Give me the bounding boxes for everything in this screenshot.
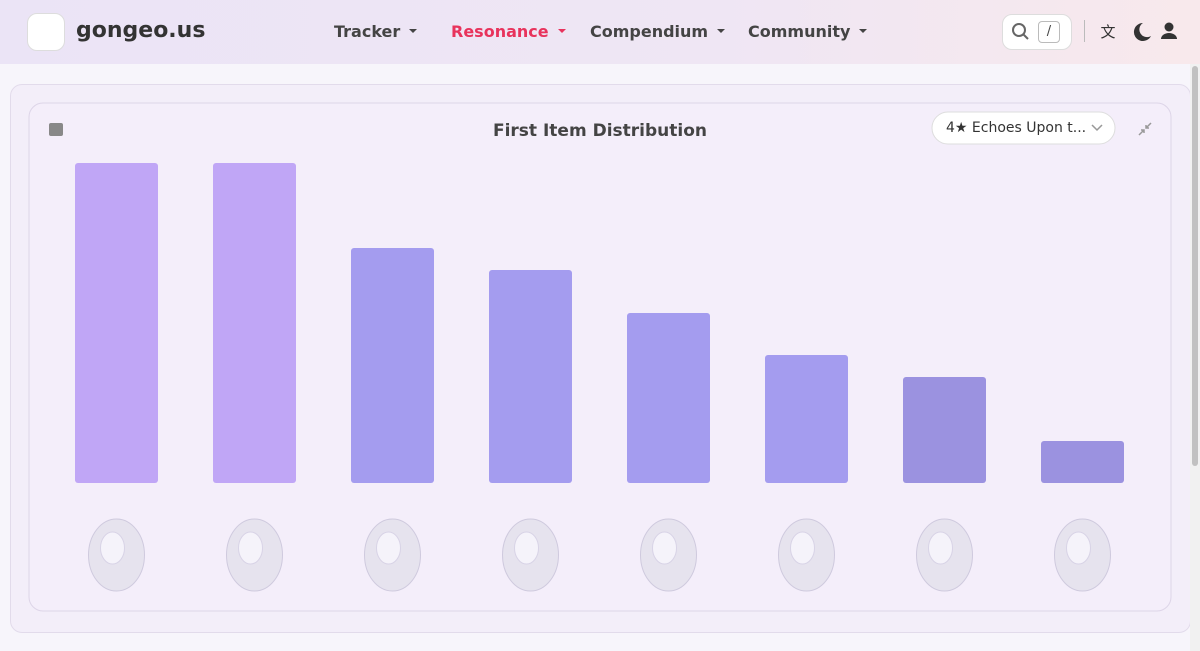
- nav-item[interactable]: Compendium: [590, 22, 725, 41]
- shortcut-key: /: [1038, 21, 1060, 43]
- search[interactable]: /: [1002, 14, 1072, 50]
- bar: [213, 163, 296, 483]
- bar: [903, 377, 986, 483]
- nav-item[interactable]: Resonance: [451, 22, 566, 41]
- selector-arrow: [1091, 124, 1103, 132]
- calendar-icon[interactable]: [49, 123, 63, 136]
- brand[interactable]: gongeo.us: [76, 18, 206, 43]
- item-image-detail: [238, 531, 263, 565]
- header-icons: 文: [1100, 22, 1177, 41]
- item-image-detail: [928, 531, 953, 565]
- bar: [765, 355, 848, 483]
- nav-item[interactable]: Tracker: [334, 22, 417, 41]
- scrollbar[interactable]: [1190, 64, 1200, 651]
- bar: [627, 313, 710, 483]
- item-image-detail: [514, 531, 539, 565]
- chart-card: [28, 102, 1172, 612]
- user-icon-body: [1161, 33, 1177, 39]
- item-image-detail: [1066, 531, 1091, 565]
- header: gongeo.us Tracker Resonance Compendium Comm…: [0, 0, 1200, 64]
- selector[interactable]: [931, 111, 1116, 145]
- bar: [351, 248, 434, 483]
- bar: [489, 270, 572, 483]
- translate-icon[interactable]: 文: [1100, 23, 1115, 41]
- theme-icon[interactable]: [1133, 22, 1151, 41]
- search-icon: [1012, 23, 1029, 40]
- logo[interactable]: [27, 13, 65, 51]
- item-image-detail: [790, 531, 815, 565]
- scroll-thumb[interactable]: [1192, 66, 1198, 466]
- selector-text: 4★ Echoes Upon t...: [946, 120, 1086, 136]
- bar: [75, 163, 158, 483]
- bar: [1041, 441, 1124, 483]
- item-image-detail: [376, 531, 401, 565]
- item-image-detail: [100, 531, 125, 565]
- nav-item[interactable]: Community: [748, 22, 867, 41]
- divider: [1084, 20, 1085, 42]
- collapse-icon[interactable]: [1138, 122, 1152, 136]
- user-icon[interactable]: [1164, 22, 1174, 32]
- item-image-detail: [652, 531, 677, 565]
- chart-title: First Item Distribution: [493, 121, 707, 141]
